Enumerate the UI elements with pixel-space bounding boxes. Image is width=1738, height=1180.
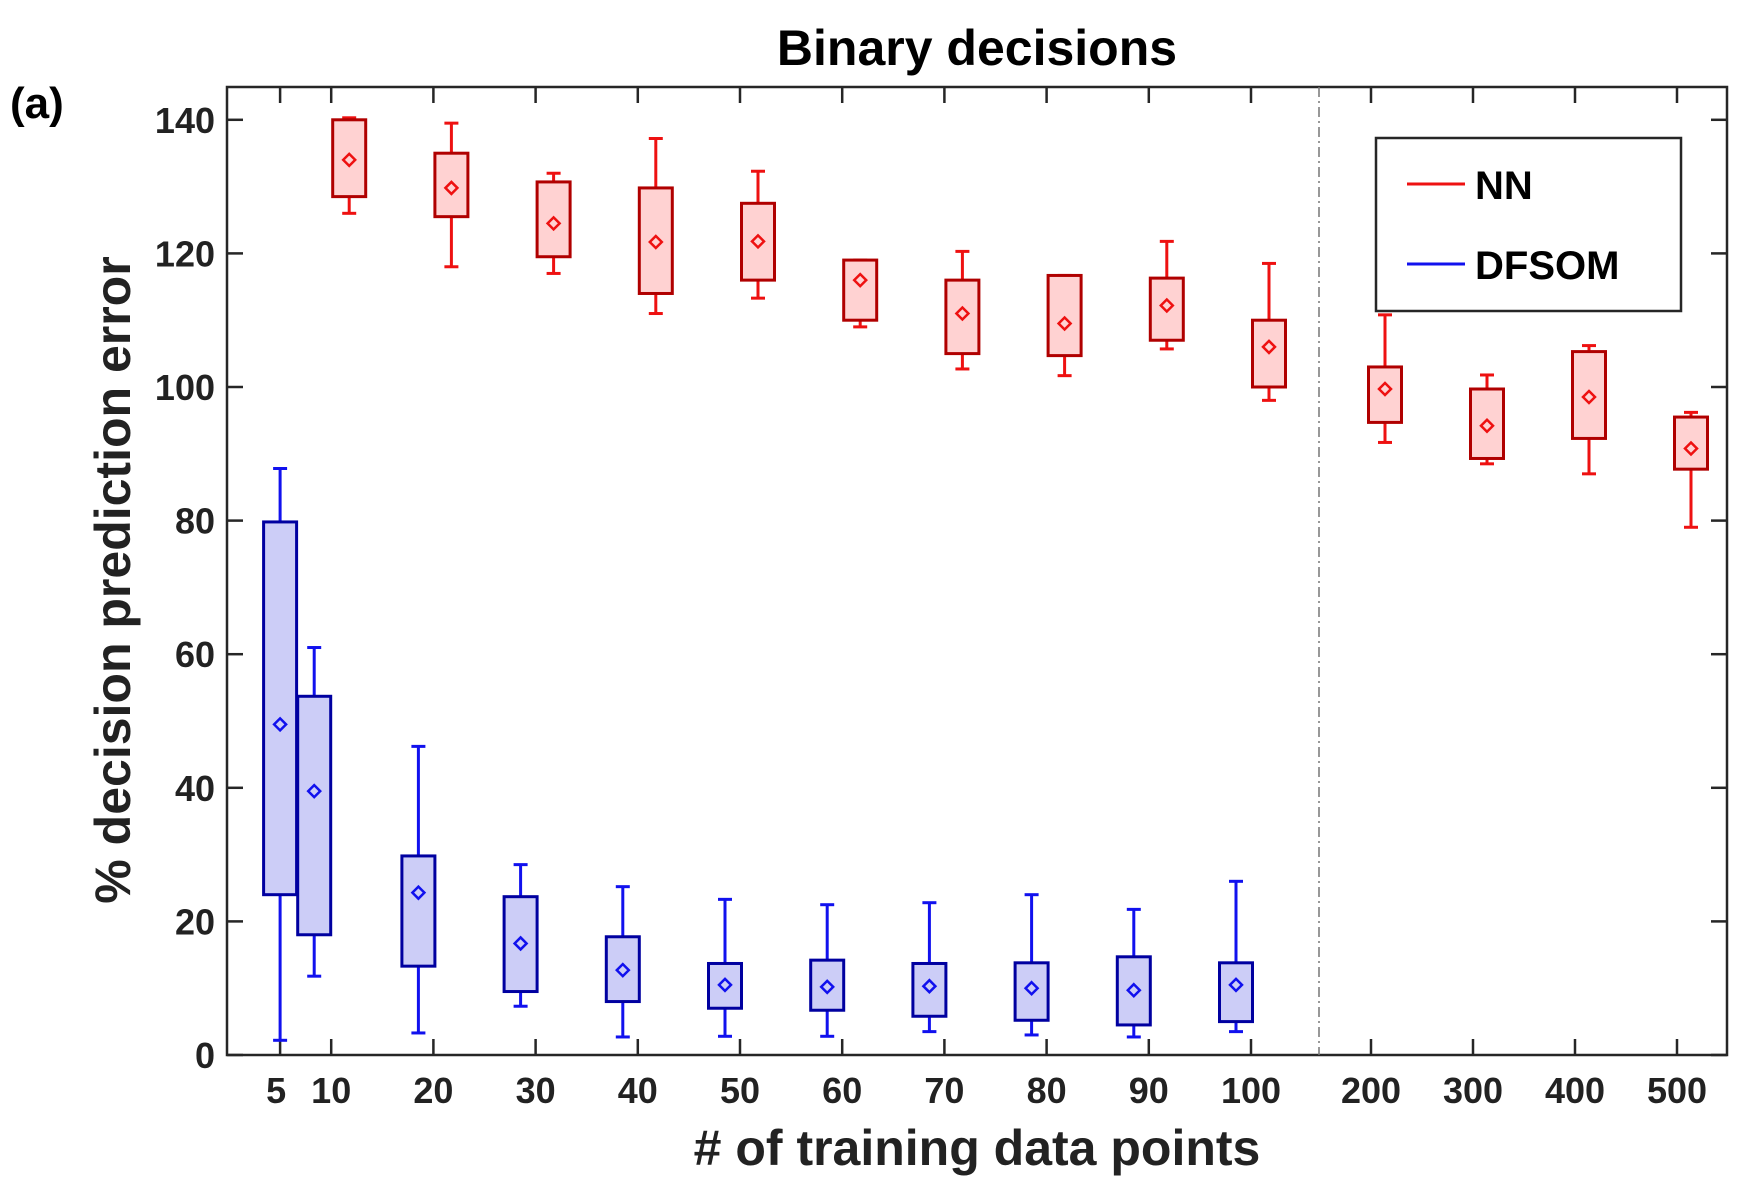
x-tick-label: 500: [1647, 1070, 1707, 1111]
dfsom-mean-marker: [1023, 980, 1040, 996]
dfsom-mean-marker: [512, 935, 529, 952]
nn-box: [535, 180, 572, 259]
x-tick-label: 400: [1545, 1070, 1605, 1111]
legend-frame: [1374, 136, 1683, 313]
nn-box: [842, 258, 879, 322]
x-tick-label: 5: [266, 1070, 286, 1111]
dfsom-mean-marker: [410, 884, 427, 901]
y-axis-label: % decision prediction error: [85, 256, 141, 903]
x-tick-label: 60: [822, 1070, 862, 1111]
nn-box: [1571, 350, 1607, 440]
x-tick-label: 90: [1129, 1070, 1169, 1111]
x-tick-label: 30: [516, 1070, 556, 1111]
dfsom-box: [809, 958, 846, 1012]
nn-mean-marker: [341, 152, 357, 168]
dfsom-mean-marker: [819, 979, 835, 995]
x-tick-label: 20: [413, 1070, 453, 1111]
box-series: [262, 116, 1709, 1042]
dfsom-box: [296, 694, 333, 937]
nn-mean-marker: [1159, 297, 1175, 314]
dfsom-box: [400, 854, 437, 968]
x-tick-label: 100: [1221, 1070, 1281, 1111]
dfsom-mean-marker: [615, 962, 631, 978]
dfsom-box: [911, 961, 948, 1018]
nn-mean-marker: [1261, 339, 1277, 355]
nn-mean-marker: [1479, 417, 1495, 434]
dfsom-mean-marker: [1126, 982, 1142, 998]
nn-box: [331, 118, 368, 199]
nn-mean-marker: [1581, 389, 1597, 405]
chart-title: Binary decisions: [777, 20, 1177, 76]
nn-box: [1148, 276, 1185, 342]
x-tick-label: 50: [720, 1070, 760, 1111]
y-tick-label: 20: [175, 901, 215, 942]
nn-mean-marker: [1377, 381, 1393, 397]
dfsom-mean-marker: [717, 977, 733, 993]
x-tick-label: 40: [618, 1070, 658, 1111]
nn-mean-marker: [545, 215, 562, 232]
dfsom-box: [604, 935, 641, 1004]
x-tick-label: 80: [1027, 1070, 1067, 1111]
y-tick-label: 120: [155, 233, 215, 274]
y-tick-label: 40: [175, 768, 215, 809]
nn-box: [1469, 387, 1505, 460]
dfsom-box: [502, 895, 539, 994]
dfsom-mean-marker: [921, 978, 938, 994]
x-axis-label: # of training data points: [694, 1120, 1261, 1176]
dfsom-box: [1013, 961, 1050, 1022]
dfsom-mean-marker: [1228, 977, 1244, 993]
nn-box: [637, 186, 674, 295]
legend-label-nn: NN: [1475, 164, 1533, 208]
plot-frame: [225, 85, 1729, 1057]
legend: NN DFSOM: [1374, 136, 1683, 313]
x-tick-label: 200: [1341, 1070, 1401, 1111]
dfsom-box: [1115, 955, 1152, 1027]
nn-box: [1046, 273, 1083, 358]
x-tick-label: 10: [311, 1070, 351, 1111]
nn-box: [433, 151, 470, 219]
nn-box: [1367, 365, 1403, 424]
nn-mean-marker: [852, 272, 868, 288]
legend-label-dfsom: DFSOM: [1475, 244, 1619, 288]
nn-mean-marker: [750, 233, 766, 250]
dfsom-box: [707, 961, 743, 1010]
y-tick-label: 0: [195, 1035, 215, 1076]
dfsom-mean-marker: [272, 716, 288, 733]
y-tick-label: 140: [155, 100, 215, 141]
nn-mean-marker: [648, 234, 664, 250]
y-tick-label: 60: [175, 634, 215, 675]
nn-mean-marker: [1683, 440, 1699, 457]
y-tick-label: 100: [155, 367, 215, 408]
dfsom-box: [262, 520, 299, 897]
nn-mean-marker: [443, 180, 460, 196]
panel-label: (a): [10, 79, 64, 128]
y-axis-ticks: 0 20 40 60 80 100 120 140: [155, 100, 1727, 1076]
nn-box: [944, 278, 981, 356]
x-tick-label: 300: [1443, 1070, 1503, 1111]
nn-mean-marker: [954, 305, 971, 322]
x-tick-label: 70: [924, 1070, 964, 1111]
x-axis-ticks: 5 10 20 30 40 50 60 70 80 90 100 200 300 400 500: [266, 87, 1707, 1111]
nn-mean-marker: [1056, 315, 1073, 332]
y-tick-label: 80: [175, 501, 215, 542]
dfsom-mean-marker: [306, 783, 322, 799]
nn-box: [740, 201, 776, 282]
